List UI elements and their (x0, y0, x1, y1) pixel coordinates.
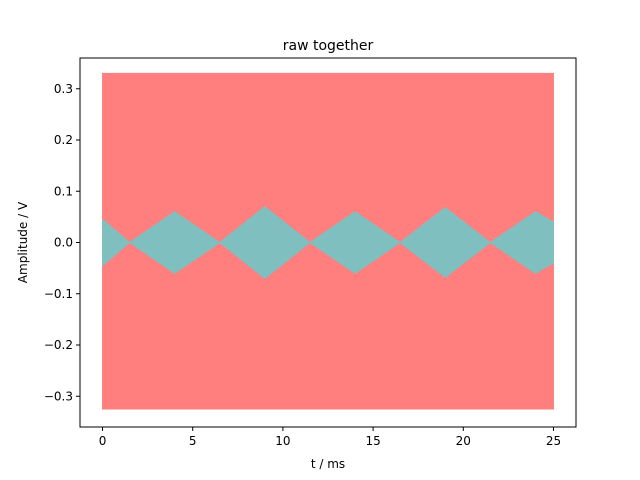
y-tick-label: 0.0 (54, 236, 73, 250)
x-tick-label: 5 (189, 434, 197, 448)
series-2-area (102, 205, 554, 280)
y-tick-label: −0.1 (44, 287, 73, 301)
x-tick-label: 10 (275, 434, 290, 448)
y-tick-label: 0.2 (54, 133, 73, 147)
y-tick-label: −0.3 (44, 389, 73, 403)
y-tick-label: 0.1 (54, 184, 73, 198)
chart-title: raw together (283, 38, 374, 54)
y-axis-label: Amplitude / V (16, 201, 30, 283)
y-tick-label: 0.3 (54, 82, 73, 96)
y-axis: −0.3 −0.2 −0.1 0.0 0.1 0.2 0.3 (44, 82, 80, 403)
x-axis-label: t / ms (311, 457, 345, 471)
plot-area (102, 72, 554, 410)
x-tick-label: 15 (365, 434, 380, 448)
x-axis: 0 5 10 15 20 25 (99, 427, 561, 448)
y-tick-label: −0.2 (44, 338, 73, 352)
x-tick-label: 20 (456, 434, 471, 448)
x-tick-label: 0 (99, 434, 107, 448)
x-tick-label: 25 (546, 434, 561, 448)
